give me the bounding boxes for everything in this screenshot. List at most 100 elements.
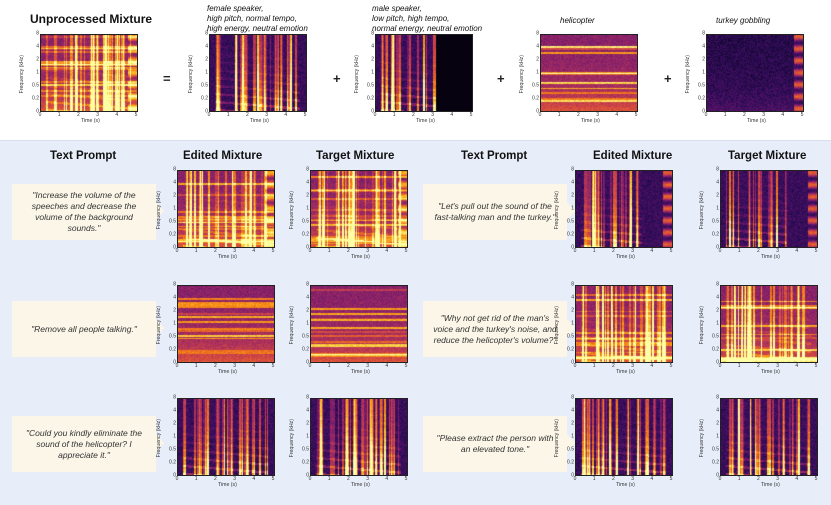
y-tick-label: 4 (702, 43, 705, 50)
y-tick-label: 8 (716, 281, 719, 288)
y-tick-label: 0 (306, 244, 309, 251)
x-tick-label: 1 (723, 112, 727, 118)
y-axis-label: Frequency (kHz) (156, 419, 162, 458)
y-tick-label: 4 (716, 407, 719, 414)
y-axis-label: Frequency (kHz) (289, 306, 295, 345)
x-tick-label: 4 (252, 248, 256, 254)
y-tick-label: 2 (571, 192, 574, 199)
y-axis-label: Frequency (kHz) (19, 55, 25, 94)
x-tick-label: 5 (404, 363, 408, 369)
x-tick-label: 2 (612, 363, 615, 369)
source-4-label: turkey gobbling (716, 16, 771, 25)
y-tick-label: 0 (205, 108, 208, 115)
y-tick-label: 0.5 (302, 446, 309, 453)
x-tick-label: 0 (38, 112, 42, 118)
y-tick-label: 4 (205, 43, 208, 50)
y-tick-label: 0.5 (169, 218, 176, 225)
y-tick-label: 8 (702, 30, 705, 37)
y-tick-label: 8 (536, 30, 539, 37)
y-tick-label: 2 (205, 56, 208, 63)
y-tick-label: 0.2 (532, 95, 539, 102)
x-axis-label: Time (s) (250, 118, 269, 124)
y-tick-label: 2 (371, 56, 374, 63)
x-tick-label: 5 (814, 248, 818, 254)
x-tick-label: 4 (252, 476, 256, 482)
y-axis-label: Frequency (kHz) (289, 191, 295, 230)
x-tick-label: 2 (757, 476, 760, 482)
x-tick-label: 3 (233, 248, 236, 254)
x-axis-label: Time (s) (616, 369, 635, 375)
y-tick-label: 8 (306, 166, 309, 173)
x-tick-label: 5 (271, 476, 275, 482)
x-tick-label: 1 (737, 476, 741, 482)
y-tick-label: 4 (306, 407, 309, 414)
y-tick-label: 1 (716, 205, 719, 212)
y-tick-label: 2 (716, 192, 719, 199)
plus-sign: + (664, 71, 672, 86)
x-tick-label: 4 (781, 112, 785, 118)
y-tick-label: 2 (173, 420, 176, 427)
y-tick-label: 0.5 (169, 446, 176, 453)
y-axis-label: Frequency (kHz) (354, 55, 360, 94)
x-tick-label: 5 (469, 112, 473, 118)
x-tick-label: 4 (795, 363, 799, 369)
x-tick-label: 1 (327, 476, 331, 482)
y-tick-label: 1 (716, 320, 719, 327)
y-tick-label: 4 (571, 294, 574, 301)
x-tick-label: 1 (737, 248, 741, 254)
y-tick-label: 8 (173, 166, 176, 173)
y-tick-label: 1 (571, 433, 574, 440)
y-tick-label: 0.2 (201, 95, 208, 102)
x-tick-label: 0 (573, 363, 577, 369)
x-tick-label: 1 (194, 248, 198, 254)
y-tick-label: 0 (716, 359, 719, 366)
spectrogram-plot-area (720, 285, 818, 363)
y-tick-label: 1 (173, 320, 176, 327)
y-axis-label: Frequency (kHz) (156, 191, 162, 230)
x-axis-label: Time (s) (581, 118, 600, 124)
y-tick-label: 1 (702, 69, 705, 76)
y-tick-label: 2 (716, 420, 719, 427)
y-tick-label: 0.2 (367, 95, 374, 102)
x-tick-label: 2 (612, 248, 615, 254)
x-tick-label: 5 (814, 476, 818, 482)
x-tick-label: 0 (704, 112, 708, 118)
x-tick-label: 3 (265, 112, 268, 118)
y-tick-label: 8 (173, 281, 176, 288)
y-tick-label: 2 (36, 56, 39, 63)
y-tick-label: 1 (36, 69, 39, 76)
x-tick-label: 0 (308, 363, 312, 369)
x-tick-label: 5 (404, 476, 408, 482)
x-tick-label: 5 (814, 363, 818, 369)
x-tick-label: 3 (631, 248, 634, 254)
y-tick-label: 1 (371, 69, 374, 76)
y-tick-label: 0.2 (169, 231, 176, 238)
y-tick-label: 0.5 (169, 333, 176, 340)
plus-sign: + (497, 71, 505, 86)
spectrogram-plot-area (177, 398, 275, 476)
x-tick-label: 3 (776, 363, 779, 369)
y-tick-label: 0.2 (169, 346, 176, 353)
y-tick-label: 0.2 (302, 346, 309, 353)
y-tick-label: 8 (173, 394, 176, 401)
text-prompt-header: Text Prompt (50, 150, 117, 162)
y-tick-label: 4 (536, 43, 539, 50)
y-tick-label: 0.2 (712, 346, 719, 353)
y-tick-label: 1 (306, 320, 309, 327)
x-tick-label: 2 (77, 112, 80, 118)
source-3-label: helicopter (560, 16, 595, 25)
y-tick-label: 4 (36, 43, 39, 50)
x-tick-label: 3 (762, 112, 765, 118)
x-tick-label: 4 (450, 112, 454, 118)
y-tick-label: 2 (173, 192, 176, 199)
x-axis-label: Time (s) (616, 254, 635, 260)
y-tick-label: 4 (716, 179, 719, 186)
spectrogram-plot-area (575, 285, 673, 363)
y-tick-label: 0 (716, 244, 719, 251)
x-tick-label: 1 (194, 476, 198, 482)
x-tick-label: 5 (271, 363, 275, 369)
x-tick-label: 0 (308, 248, 312, 254)
y-tick-label: 0.2 (302, 231, 309, 238)
x-tick-label: 2 (412, 112, 415, 118)
y-tick-label: 8 (571, 281, 574, 288)
